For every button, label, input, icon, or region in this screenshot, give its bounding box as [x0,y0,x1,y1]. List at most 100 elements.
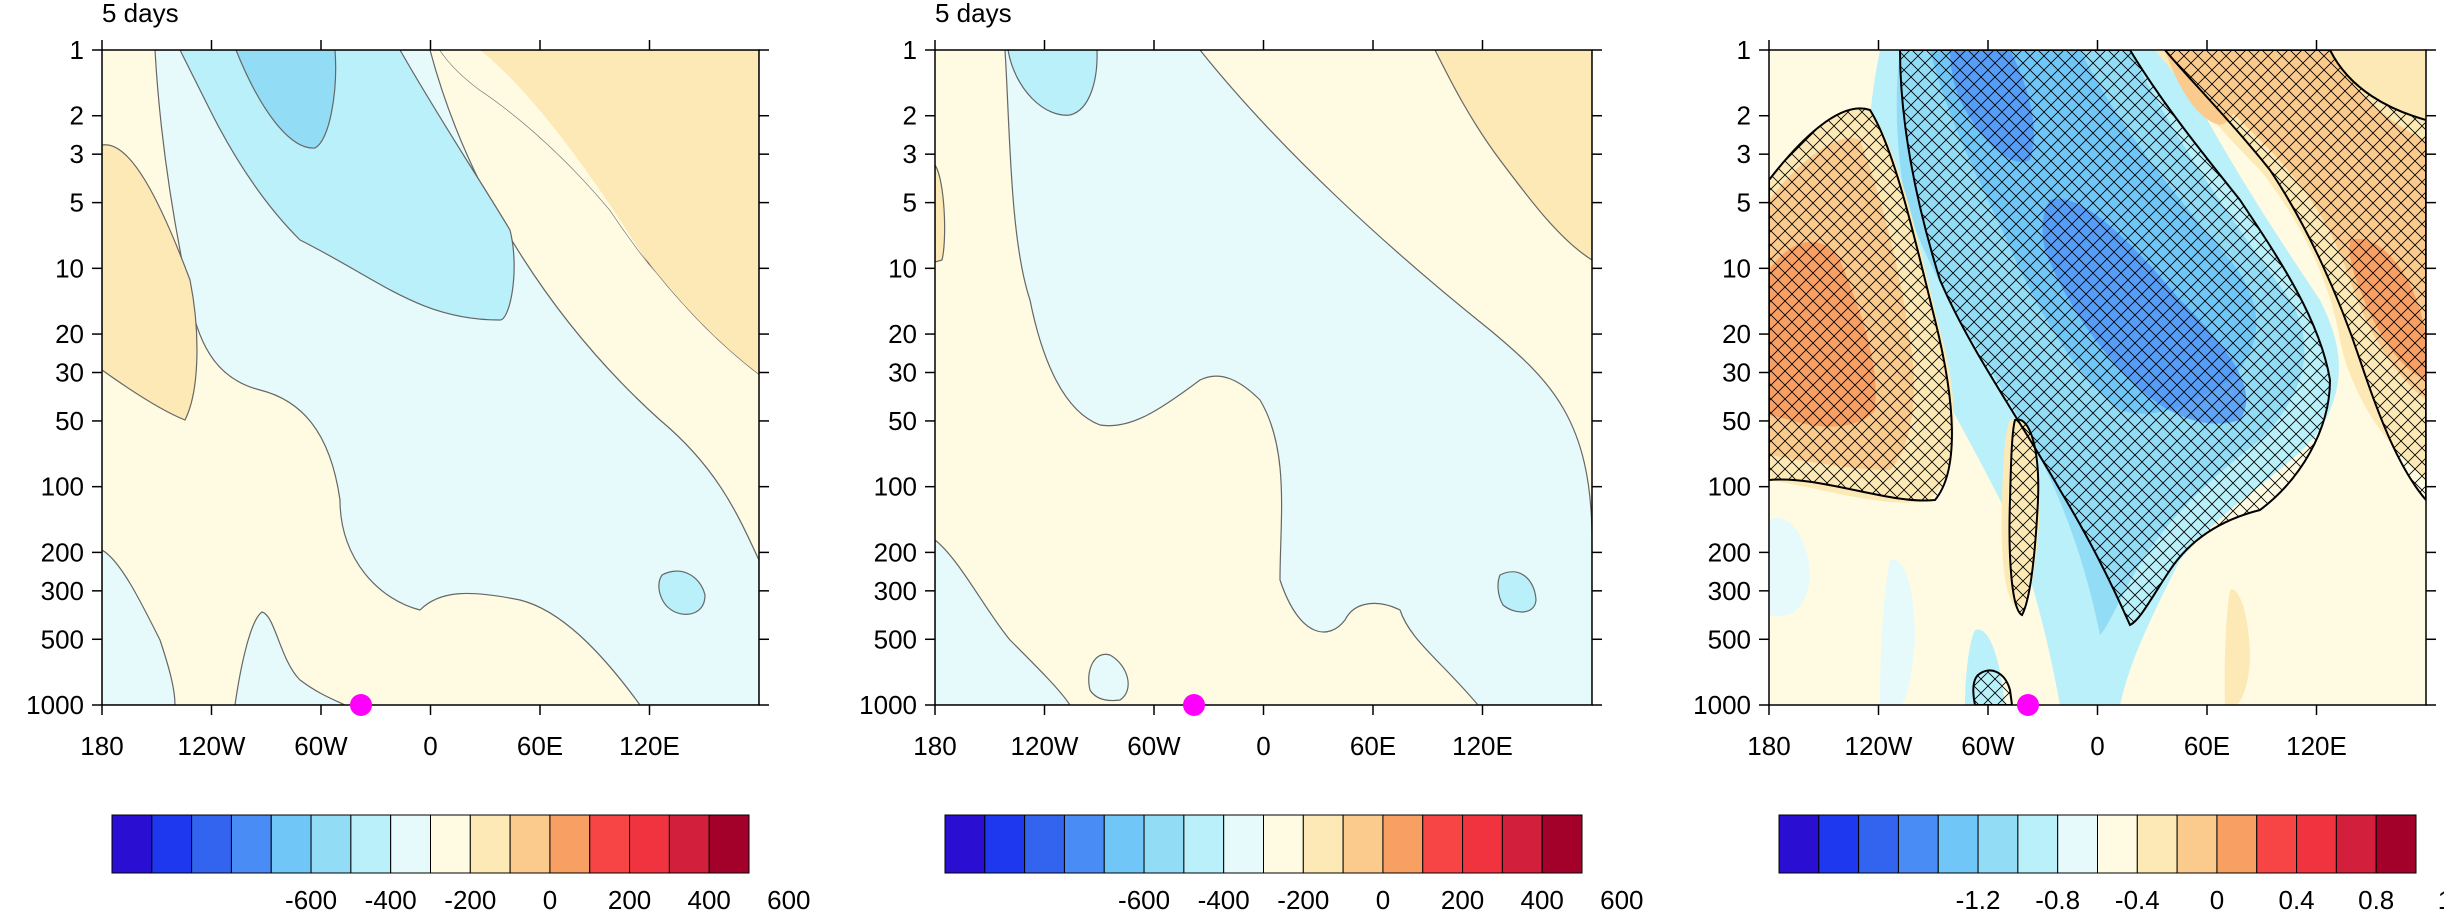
colorbar-swatch [430,814,471,874]
x-tick-label: 120W [1011,731,1079,761]
colorbar-swatch [549,814,591,874]
x-tick-label: 120E [2286,731,2347,761]
colorbar-swatch [1501,814,1543,874]
x-tick-label: 60E [517,731,563,761]
colorbar-swatch [1342,814,1384,874]
x-tick-label: 60E [1350,731,1396,761]
x-tick-label: 60W [294,731,348,761]
y-axis: 1 2 3 5 10 20 30 50 100 200 300 500 1000 [26,35,769,720]
colorbar-label: 600 [1600,885,1643,915]
colorbar-swatch [1183,814,1225,874]
colorbar-swatch [509,814,551,874]
y-tick-label: 3 [70,139,84,169]
x-tick-label: 120E [1452,731,1513,761]
colorbar-swatch [1858,814,1899,874]
colorbar-swatch [2136,814,2178,874]
colorbar-label: -600 [1118,885,1170,915]
x-tick-label: 0 [2090,731,2104,761]
y-tick-label: 1 [903,35,917,65]
y-tick-label: 200 [1708,537,1751,567]
y-axis: 1 2 3 5 10 20 30 50 100 200 300 500 1000 [859,35,1602,720]
y-tick-label: 3 [1737,139,1751,169]
y-axis: 1 2 3 5 10 20 30 50 100 200 300 500 1000 [1693,35,2436,720]
colorbar-swatch [1063,814,1105,874]
colorbar-swatch [1302,814,1344,874]
colorbar-label: -0.4 [2115,885,2160,915]
y-tick-label: 100 [1708,472,1751,502]
location-marker [350,694,372,716]
colorbar-label: -400 [1198,885,1250,915]
location-marker [1183,694,1205,716]
colorbar-swatch [1541,814,1583,874]
colorbar-swatch [191,814,232,874]
colorbar-label: -400 [365,885,417,915]
x-tick-label: 0 [423,731,437,761]
y-tick-label: 20 [1722,319,1751,349]
x-tick-label: 60W [1961,731,2015,761]
y-tick-label: 3 [903,139,917,169]
y-tick-label: 200 [874,537,917,567]
contour-field [102,50,759,705]
x-tick-label: 120E [619,731,680,761]
y-tick-label: 1000 [26,690,84,720]
y-tick-label: 300 [874,576,917,606]
colorbar-swatch [1143,814,1185,874]
y-tick-label: 50 [1722,406,1751,436]
colorbar-label: 200 [1441,885,1484,915]
colorbar-swatch [350,814,392,874]
y-tick-label: 2 [903,101,917,131]
panel-title: 5 days [102,0,179,28]
y-tick-label: 100 [874,472,917,502]
colorbar-swatch [1897,814,1939,874]
y-tick-label: 1 [70,35,84,65]
x-tick-label: 120W [1845,731,1913,761]
x-tick-label: 180 [1747,731,1790,761]
colorbar-swatch [270,814,312,874]
y-tick-label: 50 [888,406,917,436]
colorbar-swatch [1818,814,1860,874]
y-tick-label: 2 [1737,101,1751,131]
contour-field [935,50,1592,705]
x-axis: 180 120W 60W 0 60E 120E [1747,40,2347,761]
colorbar-label: 600 [767,885,810,915]
colorbar-label: 0 [1376,885,1390,915]
colorbar: -600 -400 -200 0 200 400 600 [111,814,811,915]
colorbar-swatch [2296,814,2337,874]
colorbar-label: -0.8 [2035,885,2080,915]
colorbar-label: -200 [1277,885,1329,915]
colorbar-swatch [589,814,631,874]
y-tick-label: 5 [903,188,917,218]
y-tick-label: 30 [55,358,84,388]
colorbar-swatch [1937,814,1979,874]
colorbar-swatch [390,814,431,874]
colorbar-swatch [2256,814,2298,874]
y-tick-label: 2 [70,101,84,131]
y-tick-label: 20 [888,319,917,349]
colorbar-swatch [2017,814,2059,874]
colorbar-swatch [310,814,352,874]
y-tick-label: 30 [1722,358,1751,388]
y-tick-label: 100 [41,472,84,502]
x-axis: 180 120W 60W 0 60E 120E [80,40,680,761]
y-tick-label: 300 [1708,576,1751,606]
y-tick-label: 1000 [1693,690,1751,720]
colorbar-swatch [1223,814,1264,874]
y-tick-label: 10 [55,253,84,283]
colorbar-swatch [668,814,710,874]
colorbar-label: 1.2 [2438,885,2444,915]
y-tick-label: 5 [70,188,84,218]
y-tick-label: 20 [55,319,84,349]
colorbar-swatch [1977,814,2019,874]
x-tick-label: 60W [1127,731,1181,761]
colorbar-label: 0.8 [2358,885,2394,915]
colorbar-swatch [2216,814,2258,874]
x-tick-label: 0 [1256,731,1270,761]
y-tick-label: 50 [55,406,84,436]
colorbar-swatch [2375,814,2417,874]
y-tick-label: 300 [41,576,84,606]
y-tick-label: 1 [1737,35,1751,65]
colorbar-swatch [2176,814,2218,874]
